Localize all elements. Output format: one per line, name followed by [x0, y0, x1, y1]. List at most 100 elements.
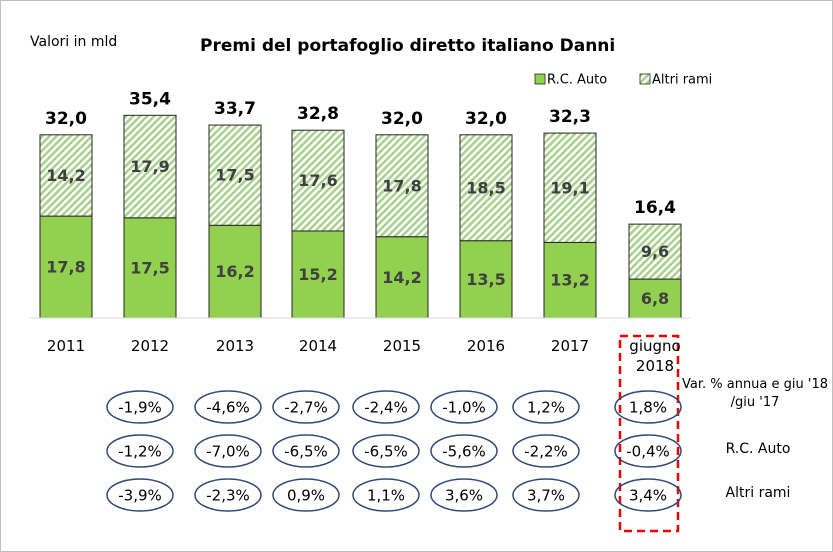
segment-label: 9,6: [641, 242, 669, 261]
total-label: 32,3: [549, 107, 591, 127]
variation-ellipse: [272, 478, 340, 512]
variation-ellipse: [194, 390, 262, 424]
segment-label: 18,5: [466, 178, 505, 197]
variation-ellipse: [430, 390, 498, 424]
legend-label: Altri rami: [652, 73, 712, 88]
variation-value: -5,6%: [442, 443, 486, 461]
x-tick-label: 2012: [130, 337, 170, 355]
bar-segment: [628, 278, 682, 319]
bar-segment: [459, 134, 513, 242]
variation-ellipse: [352, 390, 420, 424]
row-label-box: Var. % annua e giu '18 /giu '17: [681, 377, 828, 410]
total-label: 32,0: [465, 109, 507, 129]
segment-label: 6,8: [641, 289, 669, 308]
total-label: 35,4: [129, 89, 171, 109]
x-tick-label-box: 2017: [550, 337, 590, 355]
legend-label: R.C. Auto: [547, 73, 607, 88]
variation-ellipse: [614, 478, 682, 512]
bar-segment: [543, 241, 597, 319]
total-label: 33,7: [214, 99, 256, 119]
variation-ellipse: [614, 390, 682, 424]
variation-ellipse: [512, 434, 580, 468]
x-tick-label: 2015: [382, 337, 422, 355]
variation-value: -4,6%: [206, 399, 250, 417]
variation-value: 1,1%: [367, 487, 405, 505]
variation-ellipse: [106, 434, 174, 468]
variation-value: -1,9%: [118, 399, 162, 417]
segment-label: 16,2: [215, 262, 254, 281]
variation-value: -2,3%: [206, 487, 250, 505]
segment-label: 14,2: [46, 166, 85, 185]
bar-segment: [208, 124, 262, 226]
total-label: 32,8: [297, 104, 339, 124]
subtitle: Valori in mld: [30, 34, 117, 50]
variation-ellipse: [512, 478, 580, 512]
bar-segment: [39, 134, 93, 217]
x-tick-label: 2016: [466, 337, 506, 355]
total-label: 16,4: [634, 198, 676, 218]
segment-label: 17,5: [130, 258, 169, 277]
bar-segment: [39, 215, 93, 319]
segment-label: 17,8: [46, 258, 85, 277]
variation-value: -6,5%: [284, 443, 328, 461]
segment-label: 15,2: [298, 265, 337, 284]
segment-label: 17,5: [215, 166, 254, 185]
x-tick-label: giugno 2018: [629, 337, 681, 376]
variation-ellipse: [272, 390, 340, 424]
segment-label: 14,2: [382, 268, 421, 287]
variation-ellipse: [614, 434, 682, 468]
variation-value: -6,5%: [364, 443, 408, 461]
row-label: Var. % annua e giu '18 /giu '17: [681, 377, 828, 410]
variation-value: -2,2%: [524, 443, 568, 461]
variation-ellipse: [430, 478, 498, 512]
variation-value: -2,4%: [364, 399, 408, 417]
variation-ellipse: [106, 478, 174, 512]
variation-value: 1,8%: [629, 399, 667, 417]
variation-ellipse: [106, 390, 174, 424]
row-label: Altri rami: [726, 485, 791, 501]
x-tick-label: 2011: [46, 337, 86, 355]
bar-segment: [628, 223, 682, 280]
bar-segment: [291, 129, 345, 232]
bar-segment: [123, 114, 177, 219]
variation-value: -1,0%: [442, 399, 486, 417]
variation-ellipse: [272, 434, 340, 468]
segment-label: 19,1: [550, 178, 589, 197]
variation-value: -1,2%: [118, 443, 162, 461]
segment-label: 13,2: [550, 271, 589, 290]
legend-swatch: [534, 73, 546, 85]
variation-ellipse: [512, 390, 580, 424]
bar-segment: [375, 134, 429, 238]
variation-value: 3,6%: [445, 487, 483, 505]
x-tick-label-box: 2013: [215, 337, 255, 355]
variation-value: -3,9%: [118, 487, 162, 505]
total-label: 32,0: [45, 109, 87, 129]
total-label: 32,0: [381, 109, 423, 129]
chart-title: Premi del portafoglio diretto italiano D…: [200, 36, 615, 56]
x-tick-label-box: 2015: [382, 337, 422, 355]
variation-ellipse: [194, 434, 262, 468]
segment-label: 17,6: [298, 171, 337, 190]
x-tick-label-box: 2016: [466, 337, 506, 355]
bar-segment: [291, 230, 345, 319]
variation-ellipse: [194, 478, 262, 512]
row-label: R.C. Auto: [726, 441, 791, 457]
variation-value: 0,9%: [287, 487, 325, 505]
x-tick-label: 2017: [550, 337, 590, 355]
highlight-box: [618, 334, 680, 533]
variation-ellipse: [352, 434, 420, 468]
variation-value: 3,4%: [629, 487, 667, 505]
x-tick-label: 2013: [215, 337, 255, 355]
variation-value: -2,7%: [284, 399, 328, 417]
variation-value: 1,2%: [527, 399, 565, 417]
variation-value: -7,0%: [206, 443, 250, 461]
x-tick-label-box: giugno 2018: [629, 337, 681, 376]
bar-segment: [459, 240, 513, 319]
legend-swatch: [639, 73, 651, 85]
x-tick-label-box: 2012: [130, 337, 170, 355]
variation-ellipse: [352, 478, 420, 512]
segment-label: 13,5: [466, 270, 505, 289]
x-tick-label: 2014: [298, 337, 338, 355]
variation-ellipse: [430, 434, 498, 468]
